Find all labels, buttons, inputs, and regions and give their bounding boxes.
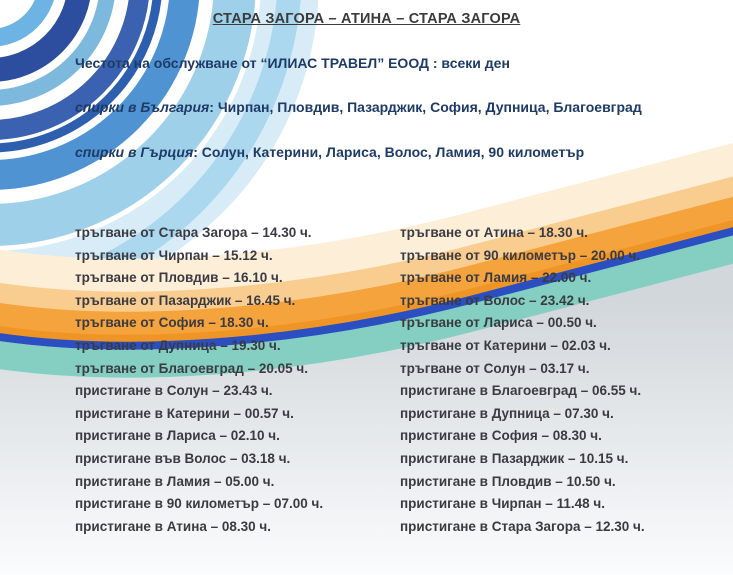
schedule-row: тръгване от Дупница – 19.30 ч. (75, 337, 281, 353)
schedule-row: тръгване от Солун – 03.17 ч. (400, 360, 590, 376)
schedule-row: пристигане в Лариса – 02.10 ч. (75, 428, 280, 444)
wave-gray-region (0, 263, 733, 575)
schedule-row: пристигане в Пловдив – 10.50 ч. (400, 473, 616, 489)
schedule-row: тръгване от Стара Загора – 14.30 ч. (75, 225, 312, 240)
schedule-row: тръгване от 90 километър – 20.00 ч. (400, 247, 641, 263)
frequency-line: Честота на обслужване от “ИЛИАС ТРАВЕЛ” … (75, 55, 510, 71)
stops-bulgaria-line: спирки в България: Чирпан, Пловдив, Паза… (75, 99, 695, 115)
schedule-row: пристигане в Ламия – 05.00 ч. (75, 473, 275, 489)
schedule-row: тръгване от Катерини – 02.03 ч. (400, 337, 611, 353)
stops-greece-list: : Солун, Катерини, Лариса, Волос, Ламия,… (193, 144, 585, 160)
return-schedule-column: тръгване от Атина – 18.30 ч. тръгване от … (400, 222, 730, 538)
schedule-row: пристигане в Солун – 23.43 ч. (75, 383, 273, 399)
schedule-row: тръгване от Пазарджик – 16.45 ч. (75, 292, 296, 308)
stops-greece-label: спирки в Гърция (75, 144, 194, 160)
schedule-row: пристигане в Благоевград – 06.55 ч. (400, 383, 642, 399)
schedule-row: тръгване от Ламия – 22.00 ч. (400, 270, 592, 286)
schedule-row: тръгване от Пловдив – 16.10 ч. (75, 270, 283, 286)
page-title: СТАРА ЗАГОРА – АТИНА – СТАРА ЗАГОРА (212, 11, 521, 27)
schedule-row: тръгване от Лариса – 00.50 ч. (400, 315, 597, 331)
stops-bulgaria-list: : Чирпан, Пловдив, Пазарджик, София, Дуп… (209, 99, 642, 115)
schedule-row: тръгване от Благоевград – 20.05 ч. (75, 360, 309, 376)
schedule-row: пристигане във Волос – 03.18 ч. (75, 450, 291, 466)
schedule-row: пристигане в Чирпан – 11.48 ч. (400, 496, 605, 512)
schedule-row: тръгване от Атина – 18.30 ч. (400, 225, 588, 240)
schedule-row: пристигане в Пазарджик – 10.15 ч. (400, 450, 629, 466)
schedule-row: пристигане в София – 08.30 ч. (400, 428, 602, 444)
stops-bulgaria-label: спирки в България (75, 99, 210, 115)
schedule-row: пристигане в Стара Загора – 12.30 ч. (400, 518, 645, 534)
schedule-row: тръгване от София – 18.30 ч. (75, 315, 269, 331)
stops-greece-line: спирки в Гърция: Солун, Катерини, Лариса… (75, 144, 695, 160)
schedule-row: пристигане в 90 километър – 07.00 ч. (75, 496, 324, 512)
schedule-row: пристигане в Дупница – 07.30 ч. (400, 405, 614, 421)
schedule-row: пристигане в Катерини – 00.57 ч. (75, 405, 294, 421)
outbound-schedule-column: тръгване от Стара Загора – 14.30 ч. тръгв… (75, 222, 405, 538)
schedule-row: тръгване от Волос – 23.42 ч. (400, 292, 590, 308)
schedule-row: пристигане в Атина – 08.30 ч. (75, 518, 271, 534)
schedule-row: тръгване от Чирпан – 15.12 ч. (75, 247, 273, 263)
